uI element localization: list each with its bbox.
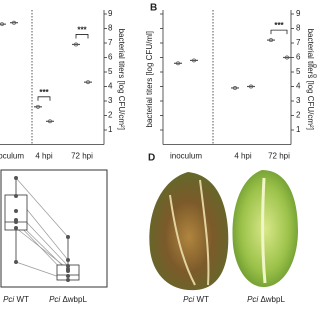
- data-point: [66, 278, 70, 282]
- strain: Pci: [183, 295, 194, 304]
- y-axis-title: bacterial titers [log CFU/cm²]: [117, 29, 126, 130]
- y-axis-title: bacterial titers [log CFU/cm²]: [306, 29, 315, 130]
- y-tick-label: 8: [296, 24, 301, 33]
- y-tick-label: 1: [108, 125, 113, 134]
- y-tick-label: 3: [108, 96, 113, 105]
- panel-label: B: [150, 3, 157, 14]
- photo-caption: Pci ΔwbpL: [247, 295, 285, 304]
- panel-label: D: [148, 153, 155, 164]
- significance-bracket: [37, 96, 51, 101]
- significance-label: ***: [77, 26, 87, 35]
- strain: Pci: [3, 295, 14, 304]
- x-tick-label: Pci WT: [3, 295, 29, 304]
- x-tick-label: 72 hpi: [268, 152, 290, 161]
- data-point: [14, 260, 18, 264]
- y-tick-label: 4: [108, 82, 113, 91]
- leaf-vein: [169, 179, 210, 286]
- significance-bracket: [270, 29, 288, 35]
- y-tick-label: 4: [296, 82, 301, 91]
- significance-label: ***: [274, 21, 284, 30]
- decoration: [313, 74, 317, 78]
- data-point: [66, 258, 70, 262]
- data-point: [249, 84, 253, 89]
- x-tick-label: 72 hpi: [71, 152, 93, 161]
- data-point: [74, 42, 78, 47]
- data-point: [66, 267, 70, 271]
- x-tick-label: inoculum: [0, 152, 24, 161]
- data-point: [233, 85, 237, 90]
- data-point: [66, 264, 70, 268]
- data-point: [269, 38, 273, 43]
- data-point: [86, 80, 90, 85]
- x-tick-label: 4 hpi: [234, 152, 252, 161]
- leaf-mutant: [232, 170, 298, 288]
- y-tick-label: 9: [108, 9, 113, 18]
- pair-line: [15, 227, 69, 270]
- y-tick-label: 5: [296, 67, 301, 76]
- data-point: [14, 220, 18, 224]
- y-tick-label: 8: [108, 24, 113, 33]
- data-point: [66, 274, 70, 278]
- x-tick-label: Pci ΔwbpL: [49, 295, 87, 304]
- y-axis-title: bacterial titers [log CFU/ml]: [145, 31, 154, 127]
- y-tick-label: 7: [296, 38, 301, 47]
- x-tick-label: inoculum: [170, 152, 202, 161]
- significance-bracket: [75, 34, 89, 39]
- variant: ΔwbpL: [62, 295, 87, 304]
- significance-label: ***: [39, 88, 49, 97]
- strain: Pci: [247, 295, 258, 304]
- y-tick-label: 6: [296, 53, 301, 62]
- y-tick-label: 1: [296, 125, 301, 134]
- data-point: [285, 55, 289, 60]
- pair-line: [15, 177, 69, 238]
- variant: WT: [196, 295, 209, 304]
- photo-caption: Pci WT: [183, 295, 209, 304]
- y-tick-label: 2: [108, 111, 113, 120]
- y-tick-label: 5: [108, 67, 113, 76]
- data-point: [48, 119, 52, 124]
- leaf-vein: [261, 177, 267, 284]
- data-point: [176, 61, 180, 66]
- y-tick-label: 9: [296, 9, 301, 18]
- data-point: [66, 235, 70, 239]
- data-point: [14, 226, 18, 230]
- decoration: [313, 64, 317, 68]
- variant: WT: [16, 295, 29, 304]
- data-point: [14, 194, 18, 198]
- data-point: [12, 20, 16, 25]
- data-point: [14, 209, 18, 213]
- y-tick-label: 3: [296, 96, 301, 105]
- data-point: [0, 22, 4, 27]
- y-tick-label: 2: [296, 111, 301, 120]
- data-point: [36, 104, 40, 109]
- data-point: [192, 58, 196, 63]
- data-point: [14, 176, 18, 180]
- y-tick-label: 6: [108, 53, 113, 62]
- variant: ΔwbpL: [260, 295, 285, 304]
- strain: Pci: [49, 295, 60, 304]
- x-tick-label: 4 hpi: [35, 152, 53, 161]
- panel-frame: [0, 169, 108, 288]
- y-tick-label: 7: [108, 38, 113, 47]
